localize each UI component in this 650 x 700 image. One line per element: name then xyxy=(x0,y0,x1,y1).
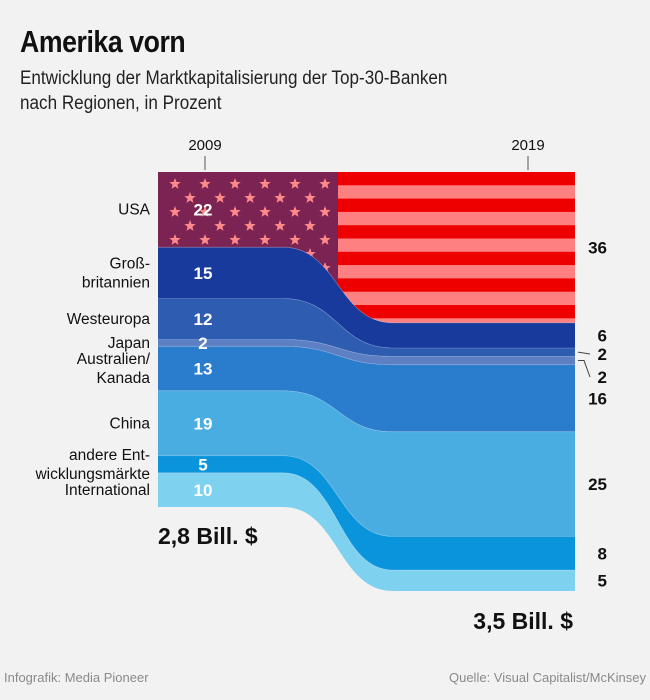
flag-star-icon xyxy=(244,192,256,203)
value-2009-usa: 22 xyxy=(194,201,213,220)
flag-star-icon xyxy=(259,178,271,189)
value-2019-westeuropa: 2 xyxy=(598,345,607,364)
value-2019-international: 5 xyxy=(598,572,607,591)
category-label-line: Australien/ xyxy=(77,351,151,368)
total-2019: 3,5 Bill. $ xyxy=(473,608,573,634)
value-2019-andere-entwicklungsmaerkte: 8 xyxy=(598,544,607,563)
flag-star-icon xyxy=(229,206,241,217)
category-label-usa: USA xyxy=(118,202,151,219)
flag-star-icon xyxy=(289,178,301,189)
band-separator xyxy=(158,455,575,537)
category-label-line: andere Ent- xyxy=(69,447,150,464)
flag-star-icon xyxy=(319,234,331,245)
source-text: Quelle: Visual Capitalist/McKinsey xyxy=(448,670,646,685)
band-international xyxy=(158,472,575,591)
value-2019-grossbritannien: 6 xyxy=(598,326,607,345)
value-2019-china: 25 xyxy=(588,475,607,494)
category-label-line: wicklungsmärkte xyxy=(34,466,150,483)
value-2009-westeuropa: 12 xyxy=(194,310,213,329)
band-grossbritannien xyxy=(158,247,575,348)
flag-star-icon xyxy=(259,234,271,245)
category-label-line: China xyxy=(110,415,151,432)
value-2009-japan: 2 xyxy=(198,334,207,353)
year-label-2019: 2019 xyxy=(511,137,544,154)
flag-star-icon xyxy=(304,248,316,259)
category-label-line: Kanada xyxy=(97,370,151,387)
band-separator xyxy=(158,390,575,433)
value-2009-international: 10 xyxy=(194,481,213,500)
flag-star-icon xyxy=(214,192,226,203)
flag-star-icon xyxy=(244,220,256,231)
leader-line-japan xyxy=(578,360,591,378)
category-label-line: USA xyxy=(118,202,151,219)
flag-star-icon xyxy=(304,192,316,203)
leader-line-westeuropa xyxy=(577,351,591,355)
flag-star-icon xyxy=(184,220,196,231)
value-2009-china: 19 xyxy=(194,414,213,433)
flag-star-icon xyxy=(289,206,301,217)
flag-star-icon xyxy=(199,206,211,217)
year-label-2009: 2009 xyxy=(188,137,221,154)
band-australien-kanada xyxy=(158,346,575,432)
value-2009-andere-entwicklungsmaerkte: 5 xyxy=(198,455,207,474)
band-china xyxy=(158,390,575,537)
band-separator xyxy=(158,246,575,324)
flag-star-icon xyxy=(184,192,196,203)
value-2009-grossbritannien: 15 xyxy=(194,264,213,283)
subtitle-line-2: nach Regionen, in Prozent xyxy=(20,93,222,114)
flag-star-icon xyxy=(214,220,226,231)
category-label-line: Groß- xyxy=(110,255,150,272)
flag-star-icon xyxy=(319,262,331,273)
band-separator xyxy=(158,339,575,357)
category-label-line: Japan xyxy=(108,335,150,352)
flag-star-icon xyxy=(319,206,331,217)
category-label-australien-kanada: Australien/Kanada xyxy=(77,351,151,387)
flag-star-icon xyxy=(289,234,301,245)
category-label-grossbritannien: Groß-britannien xyxy=(82,255,150,291)
category-label-china: China xyxy=(110,415,151,432)
subtitle-line-1: Entwicklung der Marktkapitalisierung der… xyxy=(20,68,448,89)
band-separator xyxy=(158,472,575,571)
total-2009: 2,8 Bill. $ xyxy=(158,523,258,549)
band-andere-entwicklungsmaerkte xyxy=(158,455,575,571)
value-2009-australien-kanada: 13 xyxy=(194,360,213,379)
category-label-line: Westeuropa xyxy=(67,311,151,328)
flag-star-icon xyxy=(169,178,181,189)
flag-star-icon xyxy=(199,178,211,189)
flag-star-icon xyxy=(274,192,286,203)
band-separator xyxy=(158,345,575,366)
flag-star-icon xyxy=(199,234,211,245)
band-separator xyxy=(158,298,575,349)
flag-star-icon xyxy=(259,206,271,217)
flag-star-icon xyxy=(169,206,181,217)
flag-star-icon xyxy=(169,234,181,245)
value-2019-usa: 36 xyxy=(588,238,607,257)
chart-title: Amerika vorn xyxy=(20,24,186,59)
flag-star-icon xyxy=(304,220,316,231)
flag-star-icon xyxy=(319,178,331,189)
category-label-andere-entwicklungsmaerkte: andere Ent-wicklungsmärkte xyxy=(34,447,150,483)
band-japan xyxy=(158,339,575,365)
category-label-line: britannien xyxy=(82,274,150,291)
credit-text: Infografik: Media Pioneer xyxy=(4,670,149,685)
value-2019-australien-kanada: 16 xyxy=(588,389,607,408)
category-label-international: International xyxy=(65,482,150,499)
category-label-westeuropa: Westeuropa xyxy=(67,311,151,328)
value-2019-japan: 2 xyxy=(598,368,607,387)
flag-star-icon xyxy=(229,178,241,189)
flag-star-icon xyxy=(274,220,286,231)
flag-star-icon xyxy=(229,234,241,245)
category-label-japan: Japan xyxy=(108,335,150,352)
band-westeuropa xyxy=(158,298,575,357)
category-label-line: International xyxy=(65,482,150,499)
chart-subtitle: Entwicklung der Marktkapitalisierung der… xyxy=(20,66,447,116)
